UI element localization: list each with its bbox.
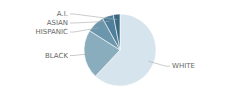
svg-text:ASIAN: ASIAN xyxy=(47,19,68,27)
svg-text:HISPANIC: HISPANIC xyxy=(35,28,68,36)
svg-text:BLACK: BLACK xyxy=(45,52,68,60)
svg-text:WHITE: WHITE xyxy=(172,62,195,70)
svg-text:A.I.: A.I. xyxy=(57,10,68,18)
